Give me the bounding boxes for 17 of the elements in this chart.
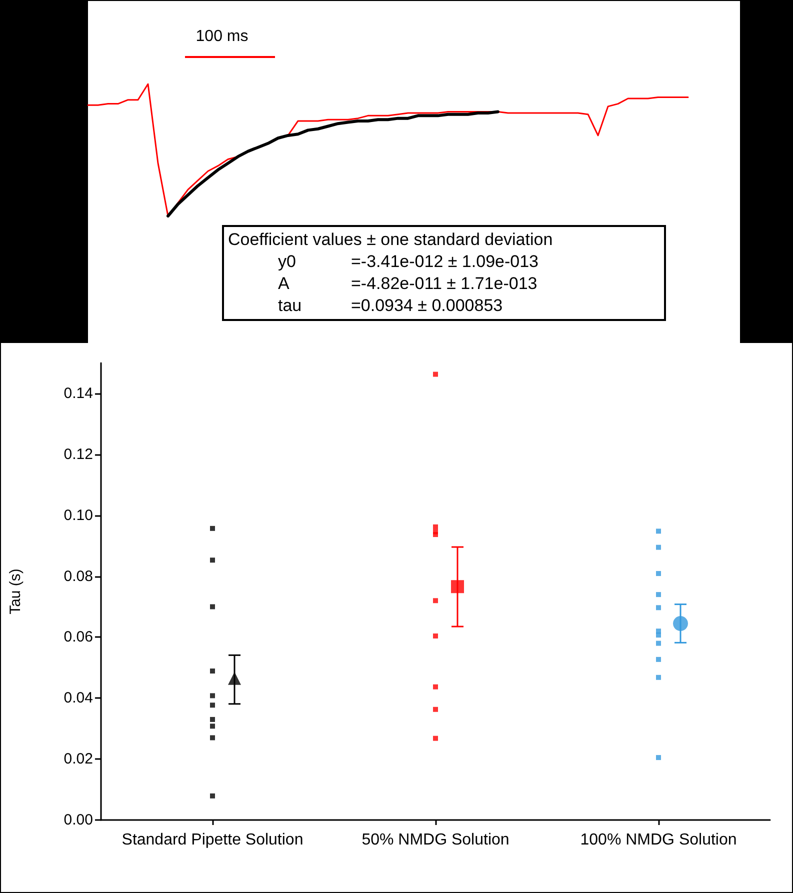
y-tick-label: 0.00: [64, 812, 93, 828]
y-axis-title: Tau (s): [7, 568, 24, 614]
y-tick-label: 0.06: [64, 628, 93, 646]
x-tick-label: 100% NMDG Solution: [580, 832, 737, 848]
text: tau =0.0934 ± 0.000853: [278, 296, 503, 315]
text: A =-4.82e-011 ± 1.71e-013: [278, 274, 538, 293]
x-tick-label: 50% NMDG Solution: [362, 832, 510, 848]
y-tick-label: 0.08: [64, 568, 93, 585]
y-tick-label: 0.14: [64, 384, 93, 402]
y-tick-label: 0.02: [64, 750, 93, 768]
x-tick-label: Standard Pipette Solution: [122, 832, 304, 848]
text: Coefficient values ± one standard deviation: [228, 229, 554, 251]
y-tick-label: 0.04: [64, 690, 93, 707]
text: 100 ms: [196, 28, 248, 46]
y-tick-label: 0.10: [64, 506, 93, 524]
y-tick-label: 0.12: [64, 446, 93, 463]
text: y0 =-3.41e-012 ± 1.09e-013: [278, 252, 538, 271]
